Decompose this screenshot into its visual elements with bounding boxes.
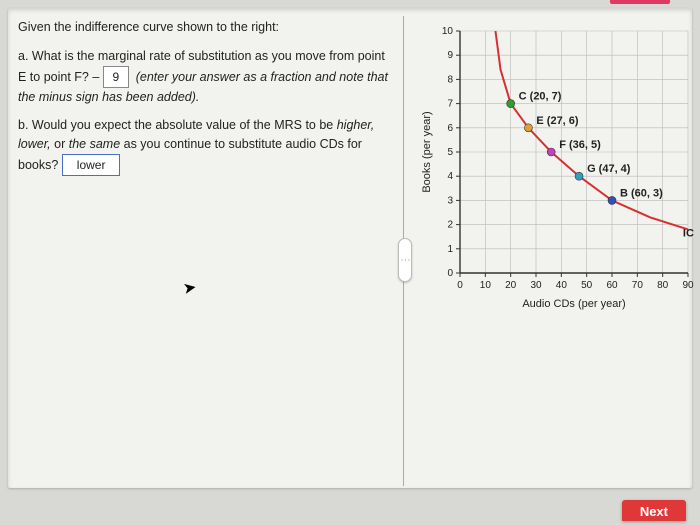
svg-text:10: 10 — [442, 26, 454, 37]
svg-text:9: 9 — [447, 50, 453, 61]
next-button[interactable]: Next — [622, 500, 686, 521]
drag-dots-icon: ⋮ — [400, 255, 411, 266]
svg-text:6: 6 — [447, 123, 453, 134]
svg-text:C (20, 7): C (20, 7) — [519, 91, 562, 103]
part-b-answer-input[interactable]: lower — [62, 154, 121, 176]
part-b-pre: b. Would you expect the absolute value o… — [18, 118, 337, 132]
svg-text:10: 10 — [480, 280, 492, 291]
svg-text:60: 60 — [606, 280, 618, 291]
svg-text:1: 1 — [447, 244, 453, 255]
content-panel: Given the indifference curve shown to th… — [8, 8, 692, 488]
svg-text:3: 3 — [447, 195, 453, 206]
part-b-mid: or — [54, 137, 69, 151]
svg-text:Audio CDs (per year): Audio CDs (per year) — [522, 298, 625, 310]
svg-text:E (27, 6): E (27, 6) — [536, 115, 579, 127]
svg-text:50: 50 — [581, 280, 593, 291]
svg-text:0: 0 — [457, 280, 463, 291]
svg-text:7: 7 — [447, 99, 453, 110]
svg-text:40: 40 — [556, 280, 568, 291]
svg-text:Books (per year): Books (per year) — [421, 111, 433, 192]
svg-text:80: 80 — [657, 280, 669, 291]
question-part-b: b. Would you expect the absolute value o… — [18, 116, 388, 176]
indifference-curve-chart: 0102030405060708090012345678910Audio CDs… — [418, 23, 698, 303]
svg-text:5: 5 — [447, 147, 453, 158]
svg-text:30: 30 — [530, 280, 542, 291]
svg-text:20: 20 — [505, 280, 517, 291]
svg-text:8: 8 — [447, 74, 453, 85]
expand-panel-button[interactable]: ⋮ — [398, 238, 412, 282]
svg-text:F (36, 5): F (36, 5) — [559, 139, 601, 151]
top-accent-bar — [610, 0, 670, 4]
question-part-a: a. What is the marginal rate of substitu… — [18, 47, 388, 107]
svg-text:70: 70 — [632, 280, 644, 291]
svg-text:G (47, 4): G (47, 4) — [587, 163, 631, 175]
svg-text:90: 90 — [682, 280, 694, 291]
svg-text:0: 0 — [447, 268, 453, 279]
part-b-italic2: the same — [69, 137, 124, 151]
question-intro: Given the indifference curve shown to th… — [18, 18, 388, 37]
svg-text:4: 4 — [447, 171, 453, 182]
question-text-area: Given the indifference curve shown to th… — [18, 18, 388, 186]
svg-text:2: 2 — [447, 220, 453, 231]
svg-text:B (60, 3): B (60, 3) — [620, 187, 663, 199]
svg-text:IC: IC — [683, 228, 694, 240]
mouse-cursor-icon: ➤ — [181, 277, 198, 299]
part-a-answer-input[interactable]: 9 — [103, 66, 129, 88]
